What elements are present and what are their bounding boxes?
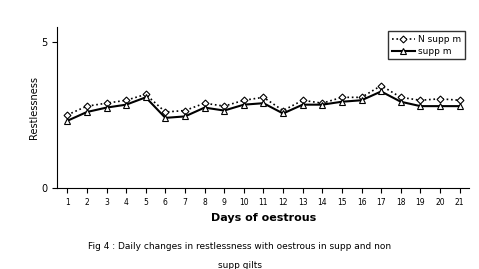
supp m	[398, 100, 404, 103]
N supp m	[221, 105, 227, 108]
N supp m	[241, 99, 247, 102]
N supp m	[319, 102, 325, 105]
N supp m	[378, 84, 384, 87]
N supp m	[437, 97, 443, 100]
supp m	[359, 99, 365, 102]
supp m	[300, 103, 306, 106]
N supp m	[202, 102, 207, 105]
supp m	[241, 103, 247, 106]
supp m	[457, 105, 463, 108]
Legend: N supp m, supp m: N supp m, supp m	[388, 31, 465, 59]
N supp m	[300, 99, 306, 102]
supp m	[339, 100, 345, 103]
supp m	[123, 103, 129, 106]
N supp m	[280, 109, 286, 112]
Line: supp m: supp m	[65, 89, 462, 123]
N supp m	[103, 102, 109, 105]
N supp m	[123, 99, 129, 102]
supp m	[280, 112, 286, 115]
supp m	[378, 90, 384, 93]
N supp m	[398, 96, 404, 99]
N supp m	[339, 96, 345, 99]
supp m	[162, 116, 168, 119]
N supp m	[162, 110, 168, 114]
supp m	[319, 103, 325, 106]
supp m	[418, 105, 423, 108]
N supp m	[418, 99, 423, 102]
N supp m	[261, 96, 266, 99]
N supp m	[64, 113, 70, 116]
Y-axis label: Restlessness: Restlessness	[29, 76, 39, 139]
supp m	[143, 96, 148, 99]
supp m	[64, 119, 70, 122]
N supp m	[457, 99, 463, 102]
supp m	[84, 110, 90, 114]
N supp m	[84, 105, 90, 108]
supp m	[182, 115, 188, 118]
supp m	[202, 106, 207, 109]
X-axis label: Days of oestrous: Days of oestrous	[211, 213, 316, 222]
N supp m	[359, 96, 365, 99]
N supp m	[182, 109, 188, 112]
Line: N supp m: N supp m	[65, 83, 462, 117]
supp m	[437, 105, 443, 108]
supp m	[103, 106, 109, 109]
Text: supp gilts: supp gilts	[217, 261, 262, 269]
supp m	[221, 109, 227, 112]
N supp m	[143, 93, 148, 96]
Text: Fig 4 : Daily changes in restlessness with oestrous in supp and non: Fig 4 : Daily changes in restlessness wi…	[88, 242, 391, 251]
supp m	[261, 102, 266, 105]
